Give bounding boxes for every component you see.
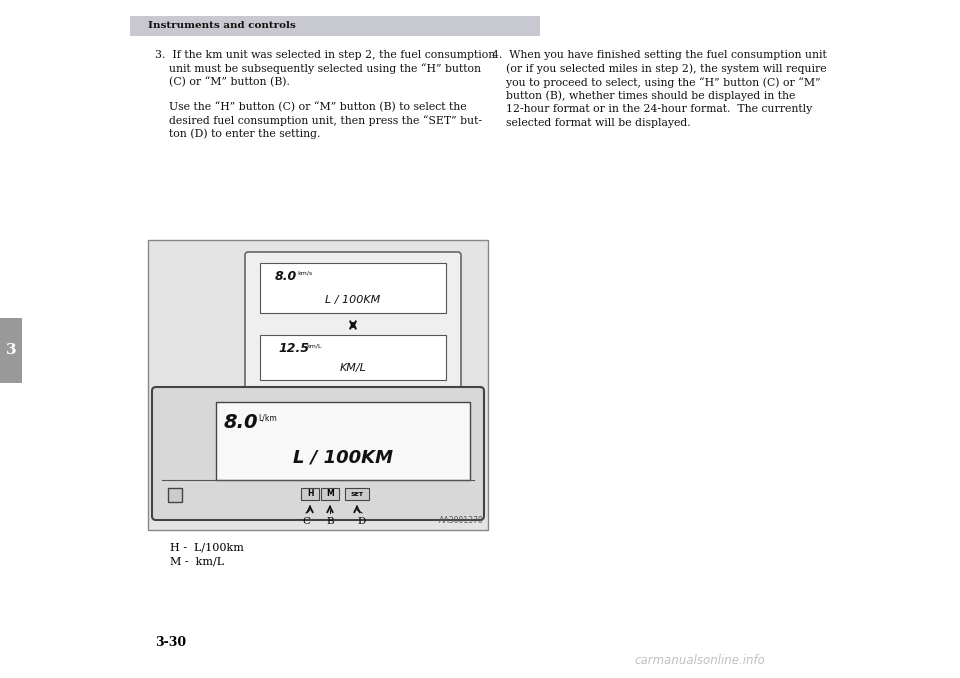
Text: C: C (302, 517, 310, 526)
Bar (260, 335, 446, 380)
Bar (0, 318, 22, 383)
Text: 3.  If the km unit was selected in step 2, the fuel consumption: 3. If the km unit was selected in step 2… (155, 50, 495, 60)
Bar (260, 263, 446, 313)
Bar (148, 240, 488, 530)
Polygon shape (288, 390, 313, 412)
Bar (321, 488, 339, 500)
Text: 12-hour format or in the 24-hour format.  The currently: 12-hour format or in the 24-hour format.… (506, 104, 812, 114)
Text: M: M (326, 490, 334, 498)
Text: L / 100KM: L / 100KM (293, 449, 393, 467)
Text: ton (D) to enter the setting.: ton (D) to enter the setting. (169, 128, 321, 139)
Bar (216, 402, 470, 480)
Text: AA3001370: AA3001370 (440, 516, 484, 525)
Text: 3: 3 (6, 343, 16, 357)
Text: (C) or “M” button (B).: (C) or “M” button (B). (169, 77, 290, 87)
Bar (345, 488, 369, 500)
Text: 12.5: 12.5 (278, 342, 309, 355)
Text: SET: SET (350, 492, 364, 496)
FancyBboxPatch shape (245, 252, 461, 393)
Text: L / 100KM: L / 100KM (325, 295, 380, 305)
Text: selected format will be displayed.: selected format will be displayed. (506, 117, 690, 127)
Text: button (B), whether times should be displayed in the: button (B), whether times should be disp… (506, 90, 796, 101)
Text: km/L: km/L (306, 344, 322, 348)
Text: L/km: L/km (258, 414, 276, 422)
Text: carmanualsonline.info: carmanualsonline.info (635, 654, 765, 666)
Text: 8.0: 8.0 (224, 412, 258, 431)
Text: desired fuel consumption unit, then press the “SET” but-: desired fuel consumption unit, then pres… (169, 115, 482, 125)
Text: Instruments and controls: Instruments and controls (148, 22, 296, 31)
Text: B: B (326, 517, 334, 526)
FancyBboxPatch shape (152, 387, 484, 520)
Text: M -  km/L: M - km/L (170, 557, 224, 567)
Text: 8.0: 8.0 (275, 269, 298, 283)
Text: you to proceed to select, using the “H” button (C) or “M”: you to proceed to select, using the “H” … (506, 77, 821, 87)
Text: km/s: km/s (297, 271, 312, 275)
Text: unit must be subsequently selected using the “H” button: unit must be subsequently selected using… (169, 64, 481, 75)
Bar (301, 488, 319, 500)
Bar (168, 488, 182, 502)
Bar (130, 16, 540, 36)
Text: Use the “H” button (C) or “M” button (B) to select the: Use the “H” button (C) or “M” button (B)… (169, 101, 467, 112)
Text: H: H (307, 490, 313, 498)
Text: 4.  When you have finished setting the fuel consumption unit: 4. When you have finished setting the fu… (492, 50, 827, 60)
Text: (or if you selected miles in step 2), the system will require: (or if you selected miles in step 2), th… (506, 64, 827, 74)
Text: H -  L/100km: H - L/100km (170, 543, 244, 553)
Text: KM/L: KM/L (340, 363, 367, 373)
Text: D: D (358, 517, 366, 526)
Text: 3-30: 3-30 (155, 635, 186, 648)
